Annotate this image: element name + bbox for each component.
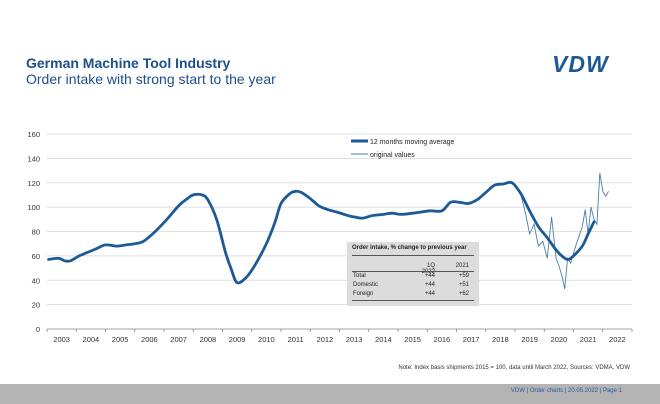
series-group bbox=[47, 172, 609, 289]
table-cell-y: +59 bbox=[458, 273, 469, 279]
vdw-logo: VDW bbox=[552, 51, 609, 77]
x-tick-label: 2016 bbox=[434, 335, 451, 344]
table-cell-q: +44 bbox=[424, 291, 435, 297]
x-tick-label: 2004 bbox=[83, 335, 100, 344]
page-title: German Machine Tool Industry bbox=[26, 55, 231, 71]
order-intake-table: Order intake, % change to previous year … bbox=[347, 242, 479, 306]
x-tick-label: 2021 bbox=[580, 335, 597, 344]
x-tick-label: 2018 bbox=[492, 335, 509, 344]
table-cell-q: +44 bbox=[424, 282, 435, 288]
y-tick-label: 140 bbox=[27, 154, 40, 163]
x-tick-label: 2013 bbox=[346, 335, 363, 344]
legend: 12 months moving average original values bbox=[351, 139, 455, 159]
table-cell-y: +51 bbox=[458, 282, 469, 288]
table-title: Order intake, % change to previous year bbox=[352, 245, 467, 251]
page-subtitle: Order intake with strong start to the ye… bbox=[26, 71, 276, 87]
y-tick-label: 0 bbox=[36, 325, 40, 334]
x-tick-label: 2015 bbox=[404, 335, 421, 344]
y-tick-label: 60 bbox=[32, 252, 40, 261]
footer-text: VDW | Order charts | 20.05.2022 | Page 1 bbox=[510, 388, 622, 394]
x-tick-label: 2007 bbox=[170, 335, 187, 344]
y-tick-label: 160 bbox=[27, 130, 40, 139]
x-tick-label: 2020 bbox=[551, 335, 568, 344]
table-row: Foreign +44 +62 bbox=[347, 291, 479, 300]
footer-bar: VDW | Order charts | 20.05.2022 | Page 1 bbox=[0, 384, 660, 404]
table-header-1q2022: 1Q 2022 bbox=[421, 263, 435, 275]
table-divider bbox=[352, 271, 474, 272]
source-note: Note: Index basis shipments 2015 = 100, … bbox=[398, 365, 630, 371]
y-tick-label: 120 bbox=[27, 179, 40, 188]
x-tick-label: 2009 bbox=[229, 335, 246, 344]
x-tick-label: 2003 bbox=[53, 335, 70, 344]
grid-lines bbox=[47, 133, 632, 306]
table-cell-q: +44 bbox=[424, 273, 435, 279]
table-cell-y: +62 bbox=[458, 291, 469, 297]
series-moving-average-line bbox=[47, 180, 596, 285]
legend-label-moving-average: 12 months moving average bbox=[370, 139, 455, 146]
table-header-2021: 2021 bbox=[455, 263, 469, 269]
table-row: Domestic +44 +51 bbox=[347, 282, 479, 291]
series-original-values-line bbox=[520, 172, 609, 289]
y-tick-label: 20 bbox=[32, 301, 40, 310]
table-divider bbox=[352, 300, 474, 301]
x-tick-label: 2006 bbox=[141, 335, 158, 344]
x-tick-label: 2019 bbox=[521, 335, 538, 344]
line-chart: 0 20 40 60 80 100 120 140 160 2003 2004 2005 2006 200… bbox=[27, 130, 633, 344]
table-row-label: Total bbox=[353, 273, 366, 279]
y-tick-label: 40 bbox=[32, 276, 40, 285]
table-divider bbox=[352, 255, 474, 256]
table-row-label: Foreign bbox=[353, 291, 374, 297]
legend-label-original-values: original values bbox=[370, 152, 415, 159]
x-tick-label: 2022 bbox=[609, 335, 626, 344]
x-tick-label: 2017 bbox=[463, 335, 480, 344]
x-tick-label: 2008 bbox=[200, 335, 217, 344]
table-header-row: 1Q 2022 2021 bbox=[347, 263, 479, 275]
x-tick-label: 2005 bbox=[112, 335, 129, 344]
x-tick-label: 2012 bbox=[317, 335, 334, 344]
axes: 0 20 40 60 80 100 120 140 160 2003 2004 2005 2006 200… bbox=[27, 130, 633, 344]
y-tick-label: 80 bbox=[32, 228, 40, 237]
table-row: Total +44 +59 bbox=[347, 273, 479, 282]
table-row-label: Domestic bbox=[353, 282, 379, 288]
x-tick-label: 2010 bbox=[258, 335, 275, 344]
y-tick-label: 100 bbox=[27, 203, 40, 212]
x-tick-label: 2014 bbox=[375, 335, 392, 344]
x-tick-label: 2011 bbox=[288, 335, 304, 344]
